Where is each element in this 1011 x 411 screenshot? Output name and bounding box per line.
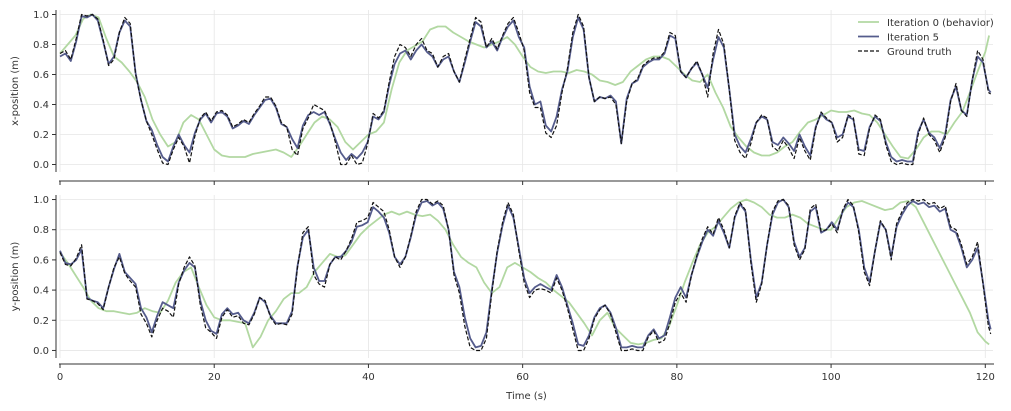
x-tick-label: 20: [208, 372, 221, 383]
legend: Iteration 0 (behavior) Iteration 5 Ground …: [858, 18, 994, 58]
y-tick-label: 0.2: [33, 130, 49, 141]
y-tick-label: 0.6: [33, 255, 49, 266]
legend-label: Iteration 0 (behavior): [887, 18, 994, 29]
x-tick-label: 80: [670, 372, 683, 383]
y-tick-label: 0.4: [33, 100, 49, 111]
y-position-panel: 0.0 0.2 0.4 0.6 0.8 1.0 0 20 40 60 80 100 120 y-posi…: [10, 195, 995, 402]
x-position-axes: 0.0 0.2 0.4 0.6 0.8 1.0: [33, 10, 994, 185]
x-position-grid: [59, 10, 993, 172]
time-xlabel: Time (s): [505, 391, 547, 402]
series-line-iteration-5: [59, 198, 992, 349]
x-position-panel: 0.0 0.2 0.4 0.6 0.8 1.0 x-position (m) Iterat…: [10, 10, 994, 185]
y-tick-label: 1.0: [33, 10, 49, 21]
legend-label: Ground truth: [887, 47, 952, 58]
y-tick-label: 0.2: [33, 316, 49, 327]
x-position-series: [59, 13, 992, 166]
y-tick-label: 0.4: [33, 286, 49, 297]
x-tick-label: 100: [822, 372, 841, 383]
y-tick-label: 0.0: [33, 160, 49, 171]
series-line-ground-truth: [59, 13, 992, 166]
series-line-iteration-0-behavior: [59, 13, 990, 160]
x-tick-label: 40: [362, 372, 375, 383]
x-tick-label: 60: [516, 372, 529, 383]
y-tick-label: 0.6: [33, 70, 49, 81]
y-position-axes: 0.0 0.2 0.4 0.6 0.8 1.0 0 20 40 60 80 100 120: [33, 195, 995, 383]
y-position-series: [59, 198, 992, 352]
y-tick-label: 0.8: [33, 40, 49, 51]
y-tick-label: 0.8: [33, 225, 49, 236]
y-position-ylabel: y-position (m): [10, 242, 21, 312]
series-line-iteration-0-behavior: [59, 198, 990, 349]
legend-label: Iteration 5: [887, 33, 939, 44]
x-position-ylabel: x-position (m): [10, 56, 21, 126]
x-tick-label: 0: [57, 372, 63, 383]
x-tick-label: 120: [976, 372, 995, 383]
y-tick-label: 0.0: [33, 346, 49, 357]
series-line-ground-truth: [59, 198, 992, 352]
y-position-grid: [59, 195, 993, 358]
series-line-iteration-5: [59, 13, 992, 163]
y-tick-label: 1.0: [33, 195, 49, 206]
